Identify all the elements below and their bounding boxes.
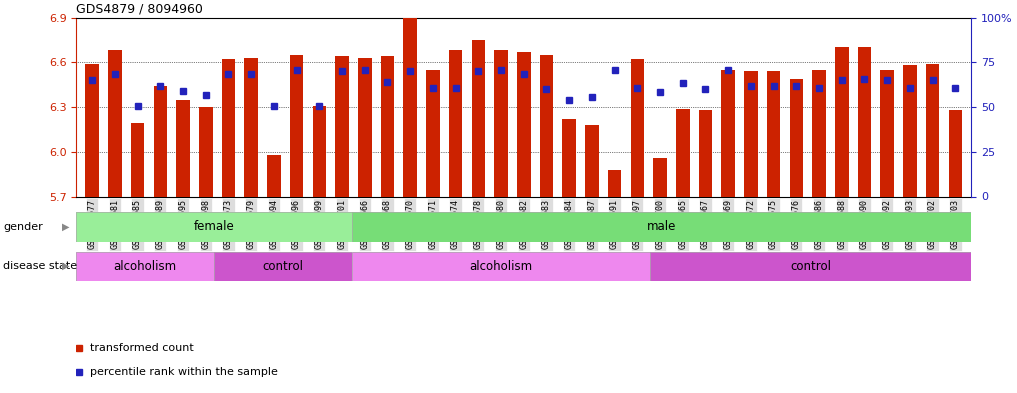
Text: gender: gender bbox=[3, 222, 43, 232]
Bar bbox=[631, 59, 644, 196]
Bar bbox=[448, 50, 463, 196]
Bar bbox=[585, 125, 599, 196]
Text: alcoholism: alcoholism bbox=[114, 260, 177, 273]
Bar bbox=[154, 86, 167, 196]
Text: alcoholism: alcoholism bbox=[469, 260, 532, 273]
Bar bbox=[699, 110, 712, 196]
Bar bbox=[222, 59, 235, 196]
Text: GDS4879 / 8094960: GDS4879 / 8094960 bbox=[76, 2, 203, 15]
Bar bbox=[358, 58, 371, 196]
Bar bbox=[76, 212, 352, 242]
Bar bbox=[925, 64, 940, 196]
Bar bbox=[214, 252, 352, 281]
Bar bbox=[835, 48, 848, 196]
Bar bbox=[494, 50, 507, 196]
Text: female: female bbox=[193, 220, 234, 233]
Bar bbox=[352, 252, 650, 281]
Bar bbox=[789, 79, 803, 196]
Text: disease state: disease state bbox=[3, 261, 77, 271]
Bar bbox=[881, 70, 894, 196]
Bar bbox=[650, 252, 971, 281]
Bar bbox=[290, 55, 303, 196]
Text: transformed count: transformed count bbox=[91, 343, 194, 353]
Bar bbox=[540, 55, 553, 196]
Bar bbox=[176, 100, 190, 196]
Bar bbox=[650, 252, 971, 281]
Bar bbox=[767, 71, 780, 196]
Bar bbox=[352, 212, 971, 242]
Bar bbox=[744, 71, 758, 196]
Text: ▶: ▶ bbox=[62, 261, 69, 271]
Bar bbox=[244, 58, 258, 196]
Text: percentile rank within the sample: percentile rank within the sample bbox=[91, 367, 278, 377]
Bar bbox=[949, 110, 962, 196]
Bar bbox=[903, 65, 916, 196]
Bar bbox=[85, 64, 99, 196]
Bar bbox=[352, 212, 971, 242]
Bar bbox=[267, 155, 281, 196]
Bar bbox=[108, 50, 122, 196]
Bar bbox=[76, 252, 214, 281]
Bar bbox=[472, 40, 485, 196]
Bar bbox=[608, 170, 621, 196]
Text: control: control bbox=[262, 260, 303, 273]
Text: ▶: ▶ bbox=[62, 222, 69, 232]
Bar bbox=[214, 252, 352, 281]
Bar bbox=[312, 106, 326, 196]
Bar bbox=[517, 52, 531, 196]
Bar bbox=[131, 123, 144, 196]
Bar bbox=[336, 57, 349, 196]
Bar bbox=[721, 70, 735, 196]
Text: control: control bbox=[790, 260, 831, 273]
Bar bbox=[76, 212, 352, 242]
Bar bbox=[380, 57, 395, 196]
Bar bbox=[199, 107, 213, 196]
Bar bbox=[562, 119, 576, 196]
Bar bbox=[76, 252, 214, 281]
Bar bbox=[404, 18, 417, 196]
Text: male: male bbox=[647, 220, 676, 233]
Bar bbox=[352, 252, 650, 281]
Bar bbox=[813, 70, 826, 196]
Bar bbox=[857, 48, 872, 196]
Bar bbox=[653, 158, 667, 196]
Bar bbox=[676, 108, 690, 196]
Bar bbox=[426, 70, 439, 196]
